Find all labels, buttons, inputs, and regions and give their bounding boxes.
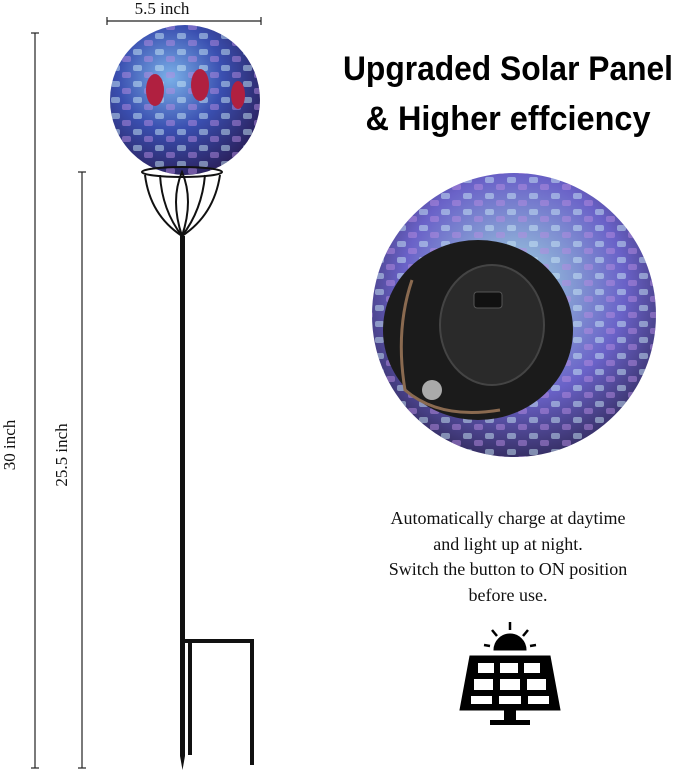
dimension-lines xyxy=(31,17,262,769)
solar-icon xyxy=(459,622,561,725)
description-line: and light up at night. xyxy=(433,534,582,554)
description-line: Switch the button to ON position xyxy=(389,559,628,579)
description-line: Automatically charge at daytime xyxy=(390,508,625,528)
stake-height-label: 25.5 inch xyxy=(52,423,71,487)
heading-line1: Upgraded Solar Panel xyxy=(343,50,673,88)
globe-bottom-view xyxy=(372,173,656,457)
height-label: 30 inch xyxy=(0,419,19,470)
width-label: 5.5 inch xyxy=(135,0,190,18)
heading-line2: & Higher effciency xyxy=(366,100,651,138)
description-line: before use. xyxy=(469,585,548,605)
globe-stake xyxy=(110,25,260,770)
